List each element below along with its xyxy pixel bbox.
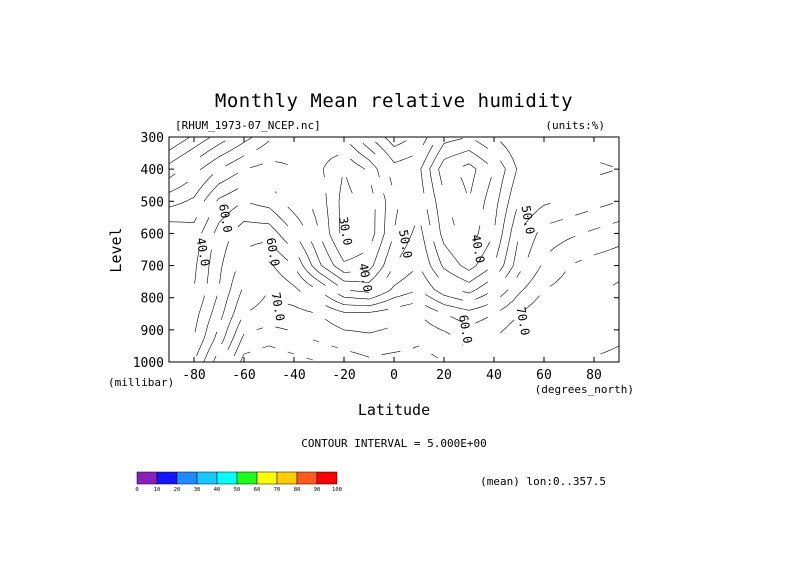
dataset-label: [RHUM_1973-07_NCEP.nc] xyxy=(175,119,321,132)
chart-title: Monthly Mean relative humidity xyxy=(215,90,573,112)
contour-field xyxy=(169,137,619,362)
units-label: (units:%) xyxy=(545,119,605,132)
